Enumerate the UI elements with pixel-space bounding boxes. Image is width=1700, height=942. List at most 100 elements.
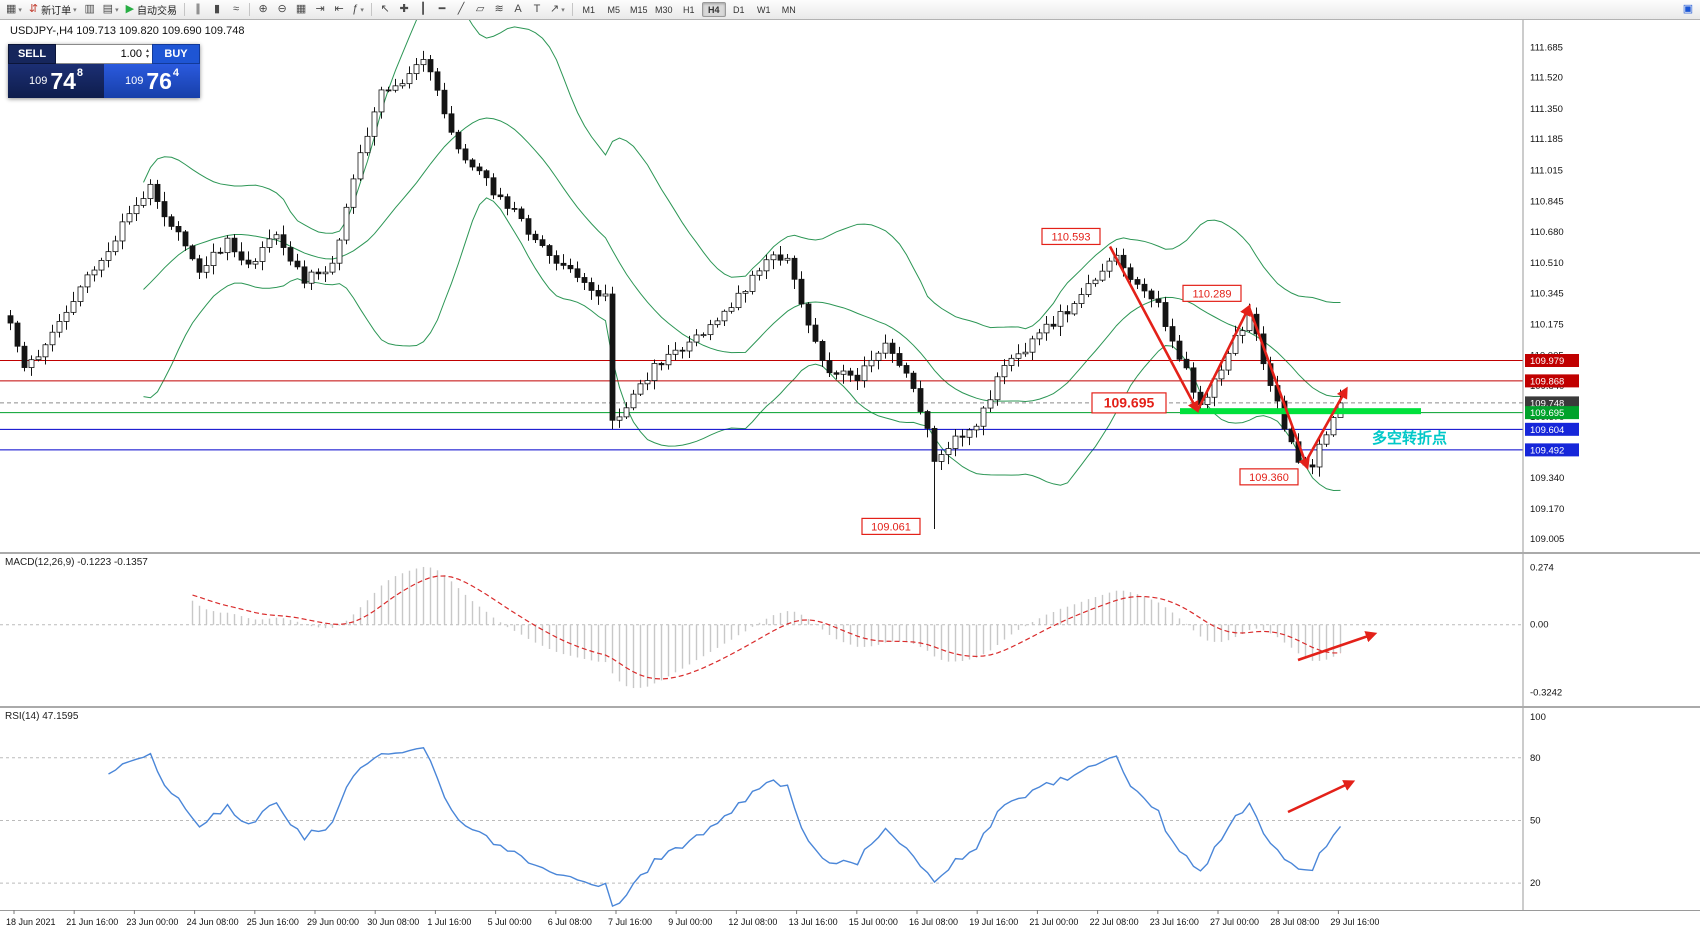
chevron-down-icon: ▾ — [115, 6, 119, 14]
price-tick-label: 111.685 — [1530, 42, 1563, 53]
trendline-icon: ╱ — [457, 3, 465, 15]
toolbar-separator — [249, 3, 251, 16]
label-button[interactable]: T — [528, 1, 546, 18]
candle-chart-icon: ▮ — [214, 3, 221, 15]
panel-separator-1[interactable] — [0, 552, 1700, 554]
zoom-out-button[interactable]: ⊖ — [273, 1, 291, 18]
timeframe-button-h4[interactable]: H4 — [701, 2, 726, 17]
macd-canvas[interactable]: 0.274 0.00 -0.3242 — [0, 554, 1700, 706]
tile-windows-button[interactable]: ▦ — [292, 1, 310, 18]
price-tick-label: 109.340 — [1530, 473, 1564, 484]
zoom-in-button[interactable]: ⊕ — [254, 1, 272, 18]
vertical-line-button[interactable]: ┃ — [414, 1, 432, 18]
time-tick-label: 5 Jul 00:00 — [488, 917, 532, 927]
price-tag: 109.979 — [1525, 354, 1579, 368]
shapes-icon: ↗ — [550, 3, 560, 15]
time-axis: 18 Jun 2021 21 Jun 16:00 23 Jun 00:00 24 Ju… — [0, 910, 1700, 942]
price-annotation-box[interactable]: 109.061 — [861, 517, 921, 536]
crosshair-button[interactable]: ✚ — [395, 1, 413, 18]
one-click-trading-panel: SELL 1.00 ▴ ▾ BUY 109 74 8 109 — [8, 44, 200, 98]
macd-trend-arrow[interactable] — [1297, 631, 1378, 662]
toolbar: ▦ ▾ ⇵ 新订单 ▾ ▥ ▤ ▾ ▶ 自动交易 ∥ ▮ ≈ ⊕ ⊖ ▦ ⇥ ⇤ ƒ ▾ ↖ ✚ ┃ ━ ╱ ▱ ≋ A T ↗ ▾ M1 M5… — [0, 0, 1700, 20]
fibonacci-button[interactable]: ≋ — [490, 1, 508, 18]
trendline-button[interactable]: ╱ — [452, 1, 470, 18]
chevron-down-icon: ▾ — [561, 6, 565, 14]
timeframe-button-m1[interactable]: M1 — [582, 4, 596, 15]
macd-label: MACD(12,26,9) -0.1223 -0.1357 — [5, 557, 148, 568]
auto-scroll-button[interactable]: ⇥ — [311, 1, 329, 18]
timeframe-button-m5[interactable]: M5 — [607, 4, 621, 15]
timeframe-button-w1[interactable]: W1 — [757, 4, 771, 15]
volume-value[interactable]: 1.00 — [120, 48, 142, 60]
docking-button[interactable]: ▣ — [1679, 1, 1697, 18]
autotrade-button[interactable]: ▶ 自动交易 — [123, 1, 180, 18]
text-button[interactable]: A — [509, 1, 527, 18]
chart-shift-button[interactable]: ⇤ — [330, 1, 348, 18]
channel-button[interactable]: ▱ — [471, 1, 489, 18]
symbol-info-line: USDJPY-,H4 109.713 109.820 109.690 109.7… — [10, 25, 245, 37]
candles — [7, 50, 1344, 529]
chart-windows-button[interactable]: ▥ — [81, 1, 99, 18]
timeframe-button-m15[interactable]: M15 — [630, 4, 648, 15]
macd-axis-label: 0.00 — [1530, 620, 1549, 631]
trend-arrow-4[interactable] — [1303, 386, 1348, 464]
svg-text:110.593: 110.593 — [1052, 231, 1091, 243]
price-tick-label: 111.520 — [1530, 73, 1563, 84]
chart-shift-icon: ⇤ — [334, 3, 344, 15]
turning-point-label[interactable]: 多空转折点 — [1372, 429, 1447, 447]
price-annotation-box[interactable]: 110.289 — [1182, 284, 1242, 302]
thick-green-support-line[interactable] — [1180, 408, 1421, 415]
timeframe-button-d1[interactable]: D1 — [733, 4, 745, 15]
time-tick-label: 13 Jul 16:00 — [789, 917, 838, 927]
price-annotation-box[interactable]: 110.593 — [1041, 227, 1101, 246]
indicators-button[interactable]: ƒ ▾ — [349, 1, 367, 18]
volume-field[interactable]: 1.00 ▴ ▾ — [56, 44, 152, 64]
buy-price[interactable]: 109 76 4 — [104, 64, 200, 98]
new-chart-button[interactable]: ▦ ▾ — [3, 1, 25, 18]
buy-button[interactable]: BUY — [152, 44, 200, 64]
new-order-button[interactable]: ⇵ 新订单 ▾ — [26, 1, 80, 18]
horizontal-line-button[interactable]: ━ — [433, 1, 451, 18]
shapes-button[interactable]: ↗ ▾ — [547, 1, 568, 18]
toolbar-separator — [184, 3, 186, 16]
sell-price[interactable]: 109 74 8 — [8, 64, 104, 98]
price-tick-label: 110.175 — [1530, 320, 1564, 331]
trend-arrow-3[interactable] — [1247, 306, 1310, 471]
bar-chart-icon: ∥ — [195, 3, 201, 15]
panel-separator-2[interactable] — [0, 706, 1700, 708]
toolbar-separator — [371, 3, 373, 16]
time-tick-label: 12 Jul 08:00 — [728, 917, 777, 927]
time-tick-label: 7 Jul 16:00 — [608, 917, 652, 927]
svg-text:109.604: 109.604 — [1530, 425, 1564, 436]
profiles-button[interactable]: ▤ ▾ — [100, 1, 122, 18]
sell-button[interactable]: SELL — [8, 44, 56, 64]
timeframe-button-mn[interactable]: MN — [781, 4, 796, 15]
trend-arrow-2[interactable] — [1195, 303, 1251, 413]
cursor-button[interactable]: ↖ — [376, 1, 394, 18]
price-chart-canvas[interactable]: 110.593 110.289 109.695 109.360 109.061 多空转折点… — [0, 0, 1700, 552]
price-tick-label: 110.845 — [1530, 197, 1564, 208]
rsi-line — [108, 746, 1342, 908]
volume-down-button[interactable]: ▾ — [145, 54, 149, 60]
auto-scroll-icon: ⇥ — [315, 3, 325, 15]
trend-arrow-1[interactable] — [1108, 245, 1199, 413]
line-chart-button[interactable]: ≈ — [227, 1, 245, 18]
svg-text:109.695: 109.695 — [1530, 408, 1564, 419]
time-tick-label: 18 Jun 2021 — [6, 917, 56, 927]
timeframe-button-h1[interactable]: H1 — [683, 4, 695, 15]
chevron-down-icon: ▾ — [360, 6, 364, 14]
new-chart-icon: ▦ — [6, 3, 17, 15]
candle-chart-button[interactable]: ▮ — [208, 1, 226, 18]
time-tick-label: 9 Jul 00:00 — [668, 917, 712, 927]
price-tag: 109.695 — [1525, 406, 1579, 420]
volume-up-button[interactable]: ▴ — [145, 48, 149, 54]
price-annotation-box[interactable]: 109.695 — [1091, 392, 1167, 414]
tile-windows-icon: ▦ — [295, 3, 307, 15]
rsi-trend-arrow[interactable] — [1287, 780, 1356, 814]
timeframe-button-m30[interactable]: M30 — [655, 4, 673, 15]
rsi-canvas[interactable]: 100 80 50 20 — [0, 708, 1700, 910]
rsi-label: RSI(14) 47.1595 — [5, 711, 79, 722]
bar-chart-button[interactable]: ∥ — [189, 1, 207, 18]
price-annotation-box[interactable]: 109.360 — [1239, 468, 1299, 486]
